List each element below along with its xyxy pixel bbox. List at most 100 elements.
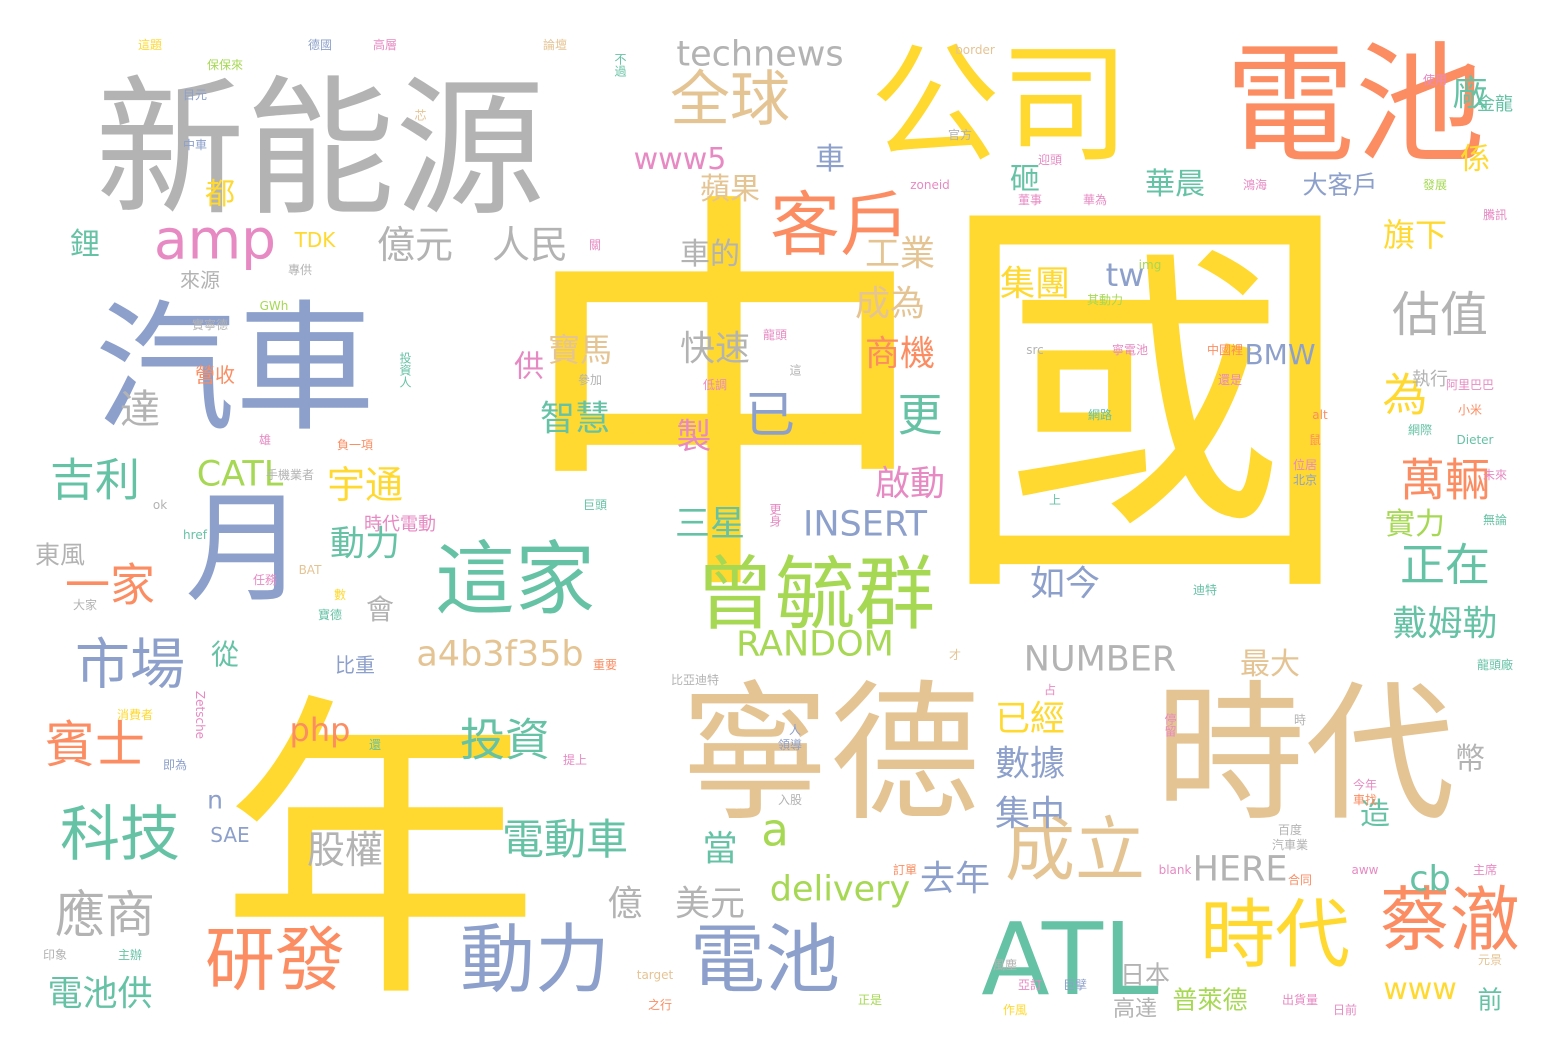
cloud-word: zoneid: [910, 178, 950, 192]
cloud-word: 訂單: [892, 863, 918, 877]
cloud-word: 已經: [994, 699, 1066, 740]
cloud-word: 關: [588, 238, 602, 252]
cloud-word: 使用: [1422, 73, 1448, 87]
cloud-word: 中國: [515, 160, 1355, 649]
cloud-word: 華為: [1082, 193, 1108, 207]
cloud-word: 車找: [1352, 793, 1378, 807]
cloud-word: 旗下: [1382, 216, 1448, 254]
cloud-word: 科技: [60, 800, 180, 870]
cloud-word: 時: [1293, 713, 1307, 727]
cloud-word: 係: [1460, 142, 1490, 177]
cloud-word: amp: [153, 207, 277, 272]
cloud-word: 上: [1048, 493, 1062, 507]
cloud-word: 高達: [1112, 997, 1158, 1022]
cloud-word: 這題: [137, 38, 163, 52]
cloud-word: 更身: [768, 503, 782, 527]
cloud-word: CATL: [196, 454, 284, 495]
cloud-word: 為: [1382, 368, 1428, 422]
cloud-word: 芯: [413, 109, 427, 121]
cloud-word: 負一項: [336, 438, 374, 452]
cloud-word: 高層: [372, 38, 398, 52]
cloud-word: alt: [1312, 408, 1328, 422]
cloud-word: 鋰: [70, 227, 100, 262]
cloud-word: 手機業者: [265, 468, 315, 482]
cloud-word: 正是: [857, 993, 883, 1007]
cloud-word: 一家: [64, 558, 156, 612]
cloud-word: 萬輛: [1399, 453, 1491, 507]
cloud-word: 寧電池: [1111, 343, 1149, 357]
cloud-word: 鼠: [1308, 433, 1322, 447]
cloud-word: 時代電動: [364, 514, 436, 535]
cloud-word: 普萊德: [1172, 985, 1248, 1015]
cloud-word: php: [289, 711, 351, 749]
cloud-word: 前: [1477, 985, 1503, 1015]
cloud-word: 大客戶: [1302, 170, 1378, 200]
cloud-word: 當: [702, 829, 738, 870]
cloud-word: 製: [670, 417, 711, 453]
cloud-word: Zetsche: [193, 690, 207, 740]
cloud-word: 風塵: [992, 958, 1018, 972]
cloud-word: 動力: [459, 915, 611, 1004]
cloud-word: 已: [745, 386, 795, 444]
cloud-word: 還: [368, 738, 382, 752]
cloud-word: 蘋果: [700, 172, 760, 207]
cloud-word: 快速: [679, 329, 751, 370]
cloud-word: 全球: [670, 65, 790, 135]
cloud-word: SAE: [210, 823, 250, 847]
cloud-word: 去年: [919, 859, 991, 900]
cloud-word: 車的: [680, 237, 740, 272]
cloud-word: 合同: [1287, 873, 1313, 887]
cloud-word: 德國: [307, 38, 333, 52]
cloud-word: src: [1026, 343, 1044, 357]
cloud-word: 無論: [1482, 513, 1508, 527]
cloud-word: 電池: [689, 915, 841, 1004]
cloud-word: 占: [1043, 683, 1057, 697]
cloud-word: 數據: [994, 744, 1066, 785]
cloud-word: 執行: [1412, 369, 1448, 390]
cloud-word: 金龍: [1477, 94, 1513, 115]
cloud-word: 月: [185, 480, 305, 619]
cloud-word: 時代: [1199, 890, 1351, 979]
cloud-word: 股權: [306, 828, 384, 872]
cloud-word: 百度: [1277, 823, 1303, 837]
cloud-word: 元景: [1477, 953, 1503, 967]
cloud-word: 小米: [1457, 403, 1483, 417]
cloud-word: a: [761, 803, 789, 857]
cloud-word: 年: [220, 669, 540, 1041]
cloud-word: 人民: [491, 223, 569, 267]
cloud-word: n: [207, 785, 223, 815]
cloud-word: 日本: [1119, 960, 1171, 990]
cloud-word: 成為: [854, 284, 926, 325]
cloud-word: 作風: [1002, 1003, 1028, 1017]
cloud-word: 賓士: [45, 716, 145, 774]
cloud-word: 龍頭: [762, 328, 788, 342]
cloud-word: 印象: [42, 948, 68, 962]
cloud-word: 汽車: [94, 288, 376, 451]
cloud-word: 論壇: [542, 38, 568, 52]
cloud-word: 消費者: [116, 708, 154, 722]
cloud-word: BAT: [298, 563, 322, 577]
cloud-word: INSERT: [803, 504, 927, 545]
cloud-word: 曾毓群: [695, 548, 935, 641]
cloud-word: 客戶: [770, 184, 910, 266]
cloud-word: 工業: [864, 234, 936, 275]
cloud-word: 停留: [1163, 713, 1177, 737]
cloud-word: delivery: [769, 869, 911, 910]
cloud-word: 重要: [592, 658, 618, 672]
cloud-word: TDK: [294, 228, 336, 252]
cloud-word: 中國裡: [1206, 343, 1244, 357]
cloud-word: 集中: [994, 794, 1066, 835]
cloud-word: 投資: [459, 713, 551, 767]
cloud-word: 億元: [376, 223, 454, 267]
cloud-word: 東風: [34, 540, 86, 570]
cloud-word: 迎頭: [1037, 153, 1063, 167]
cloud-word: 未來: [1482, 468, 1508, 482]
cloud-word: 之行: [647, 998, 673, 1012]
cloud-word: 迪特: [1192, 583, 1218, 597]
cloud-word: 阿里巴巴: [1445, 378, 1495, 392]
cloud-word: 日前: [1332, 1003, 1358, 1017]
cloud-word: BMW: [1244, 338, 1316, 371]
cloud-word: img: [1138, 258, 1162, 272]
cloud-word: 騰訊: [1482, 208, 1508, 222]
